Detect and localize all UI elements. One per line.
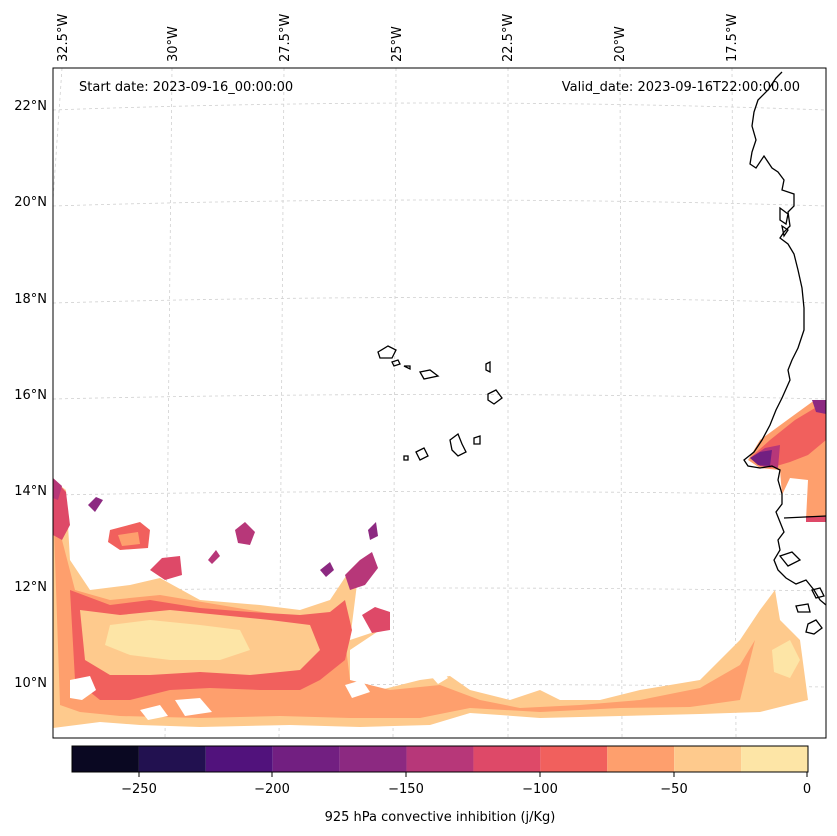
colorbar-tick-label: −250: [121, 782, 157, 797]
colorbar-title: 925 hPa convective inhibition (j/Kg): [325, 810, 556, 825]
lon-label: 17.5°W: [725, 14, 740, 62]
colorbar-frame: [71, 745, 809, 773]
contour-patch-coast: [812, 400, 826, 414]
colorbar-tick-label: −100: [522, 782, 558, 797]
contour-patch: [118, 532, 140, 546]
colorbar: −250 −200 −150 −100 −50 0 925 hPa convec…: [71, 745, 811, 825]
lon-label: 20°W: [613, 26, 628, 62]
africa-coastline: [743, 71, 827, 606]
colorbar-cell: [339, 746, 407, 772]
cape-verde-islands: [377, 345, 503, 461]
cin-filled-contours: [53, 400, 826, 728]
contour-patch: [208, 550, 220, 564]
colorbar-tick-label: −200: [254, 782, 290, 797]
colorbar-cell: [138, 746, 206, 772]
contour-patch-coast: [750, 450, 772, 466]
lat-label: 14°N: [14, 484, 47, 499]
latitude-labels: 22°N 20°N 18°N 16°N 14°N 12°N 10°N: [14, 99, 47, 691]
colorbar-tick-label: 0: [803, 782, 811, 797]
lat-label: 20°N: [14, 195, 47, 210]
colorbar-cell: [72, 746, 139, 772]
lon-label: 27.5°W: [278, 14, 293, 62]
contour-patch: [150, 556, 182, 580]
colorbar-cell: [272, 746, 340, 772]
longitude-labels: 32.5°W 30°W 27.5°W 25°W 22.5°W 20°W 17.5…: [56, 14, 740, 62]
contour-patch: [368, 522, 378, 540]
colorbar-tick-label: −50: [660, 782, 687, 797]
lat-label: 22°N: [14, 99, 47, 114]
contour-patch: [345, 552, 378, 590]
lon-label: 22.5°W: [501, 14, 516, 62]
colorbar-cell: [674, 746, 742, 772]
contour-patch: [235, 522, 255, 545]
colorbar-cell: [607, 746, 675, 772]
colorbar-cell: [406, 746, 474, 772]
lon-label: 32.5°W: [56, 14, 71, 62]
contour-patch: [88, 497, 103, 512]
contour-band-25-0-core: [170, 640, 230, 658]
colorbar-tick-label: −150: [388, 782, 424, 797]
contour-patch-coast: [772, 640, 800, 678]
lon-label: 25°W: [390, 26, 405, 62]
colorbar-cell: [741, 746, 808, 772]
map-frame: [52, 67, 827, 739]
colorbar-ticks: [138, 772, 808, 777]
lat-label: 18°N: [14, 292, 47, 307]
lon-label: 30°W: [166, 26, 181, 62]
colorbar-cell: [473, 746, 541, 772]
contour-patch: [53, 478, 62, 500]
contour-patch: [362, 607, 390, 633]
start-date-label: Start date: 2023-09-16_00:00:00: [79, 80, 293, 95]
valid-date-label: Valid_date: 2023-09-16T22:00:00.00: [562, 80, 800, 95]
lat-label: 16°N: [14, 388, 47, 403]
coastlines: [743, 71, 827, 635]
lat-label: 12°N: [14, 580, 47, 595]
colorbar-cell: [540, 746, 608, 772]
contour-patch-coast: [806, 516, 826, 522]
lat-label: 10°N: [14, 676, 47, 691]
colorbar-cell: [205, 746, 273, 772]
colorbar-cells: [72, 746, 808, 772]
contour-patch: [320, 562, 334, 577]
